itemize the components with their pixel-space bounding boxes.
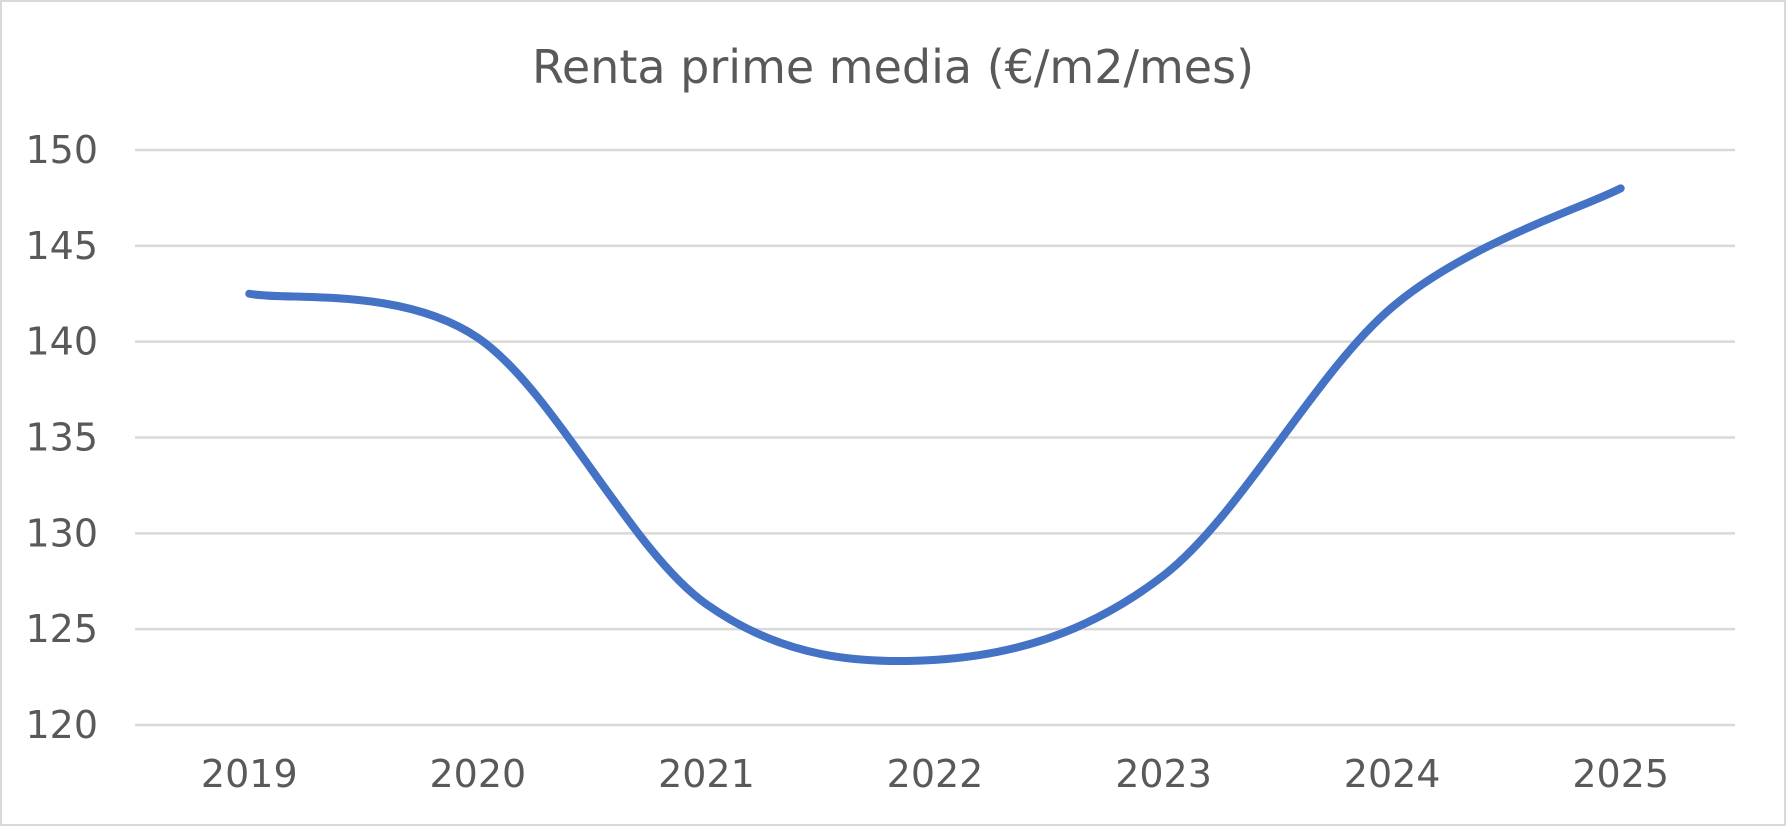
- gridlines: [135, 148, 1735, 727]
- x-tick-label: 2025: [1572, 752, 1669, 796]
- y-tick-label: 145: [25, 224, 98, 268]
- x-tick-label: 2022: [887, 752, 984, 796]
- y-tick-label: 130: [25, 511, 98, 555]
- x-tick-label: 2020: [429, 752, 526, 796]
- y-tick-label: 135: [25, 416, 98, 460]
- data-point: [702, 600, 710, 608]
- y-tick-label: 120: [25, 703, 98, 747]
- data-point: [931, 656, 939, 664]
- data-point: [1617, 184, 1625, 192]
- data-point: [1160, 572, 1168, 580]
- data-point: [245, 290, 253, 298]
- x-axis-ticks: 2019 2020 2021 2022 2023 2024 2025: [201, 752, 1669, 796]
- y-axis-ticks: 120 125 130 135 140 145 150: [25, 128, 98, 747]
- series-line: [245, 184, 1625, 666]
- y-tick-label: 150: [25, 128, 98, 172]
- y-tick-label: 125: [25, 607, 98, 651]
- data-point: [1388, 303, 1396, 311]
- data-point: [474, 334, 482, 342]
- chart-title: Renta prime media (€/m2/mes): [532, 40, 1254, 94]
- x-tick-label: 2021: [658, 752, 755, 796]
- y-tick-label: 140: [25, 320, 98, 364]
- x-tick-label: 2024: [1344, 752, 1441, 796]
- x-tick-label: 2019: [201, 752, 298, 796]
- x-tick-label: 2023: [1115, 752, 1212, 796]
- series-layer: [245, 184, 1625, 666]
